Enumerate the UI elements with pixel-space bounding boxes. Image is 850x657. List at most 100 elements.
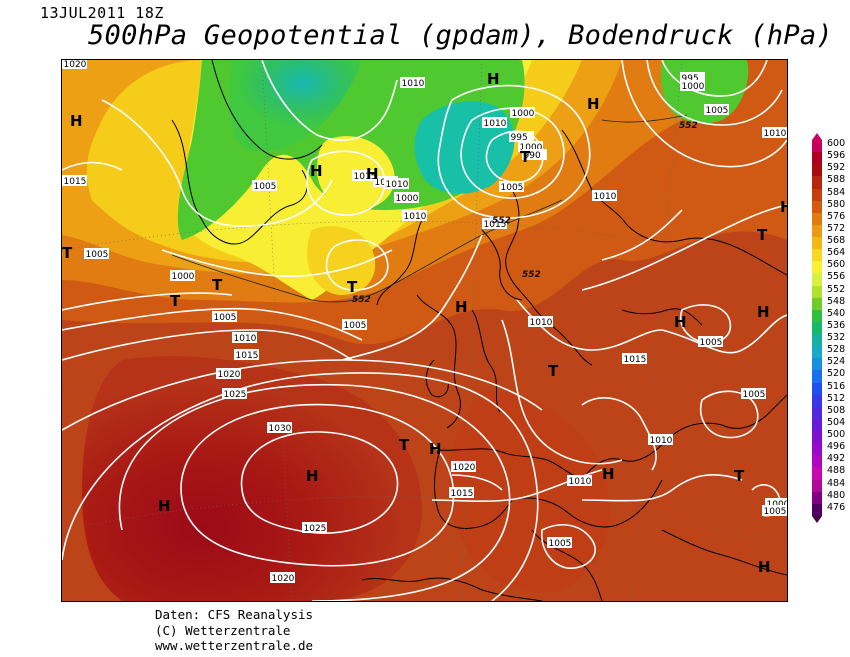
scale-arrow-down-icon (812, 516, 822, 523)
isobar-label: 1010 (762, 127, 787, 139)
isobar-label-box (499, 181, 524, 192)
scale-tick-label: 580 (827, 198, 846, 210)
isobar-label: 1010 (528, 316, 553, 328)
isobar-label: 995 (509, 131, 534, 143)
isobar-label-box (222, 388, 247, 399)
isobar-label: 1010 (232, 332, 257, 344)
scale-swatch (812, 176, 822, 189)
scale-tick-label: 556 (827, 271, 846, 283)
credit-website[interactable]: www.wetterzentrale.de (155, 638, 314, 653)
isobar-label-box (212, 311, 237, 322)
isobar-label: 1010 (384, 178, 409, 190)
isobar-label-text: 1005 (700, 338, 723, 348)
height-contour-label: 552 (492, 216, 511, 226)
isobar-label-text: 1000 (172, 272, 195, 282)
isobar-label-box (62, 175, 87, 186)
isobar-label-box (704, 104, 729, 115)
isobar-label-text: 1005 (743, 390, 766, 400)
high-pressure-marker: H (674, 313, 687, 331)
scale-tick-label: 524 (827, 356, 846, 368)
scale-tick-label: 572 (827, 222, 846, 234)
isobar-label: 1025 (222, 388, 247, 400)
isobar-label-text: 1025 (304, 524, 327, 534)
scale-tick-label: 480 (827, 489, 846, 501)
isobar-label-box (510, 107, 535, 118)
isobar-label: 1015 (622, 353, 647, 365)
isobar-label-text: 1005 (214, 313, 237, 323)
scale-tick-label: 476 (827, 501, 846, 513)
scale-tick-label: 576 (827, 210, 846, 222)
high-pressure-marker: H (602, 465, 615, 483)
isobar-label-box (741, 388, 766, 399)
isobar-label-text: 1010 (234, 334, 257, 344)
height-contour-label: 552 (679, 121, 698, 131)
credit-copyright: (C) Wetterzentrale (155, 622, 291, 638)
isobar-label-text: 1000 (512, 109, 535, 119)
isobar-label-box (216, 368, 241, 379)
isobar-label-box (765, 498, 787, 509)
height-contour-label: 552 (522, 270, 541, 280)
isobar-label-box (400, 77, 425, 88)
isobar-label-text: 1005 (344, 321, 367, 331)
scale-tick-label: 532 (827, 332, 846, 343)
isobar-label: 1015 (352, 170, 377, 182)
scale-swatch (812, 394, 822, 407)
scale-tick-label: 536 (827, 319, 846, 331)
isobar-label-text: 995 (682, 74, 699, 84)
isobar-label-box (270, 572, 295, 583)
low-pressure-marker: T (520, 148, 531, 166)
isobar-label-box (234, 349, 259, 360)
scale-swatch (812, 455, 822, 468)
scale-tick-label: 600 (827, 138, 846, 149)
isobar-label-box (352, 170, 377, 181)
scale-swatch (812, 491, 822, 504)
scale-swatch (812, 212, 822, 225)
scale-swatch (812, 321, 822, 334)
isobar-label-text: 1010 (404, 212, 427, 222)
high-pressure-marker: H (780, 198, 787, 216)
scale-swatch (812, 406, 822, 419)
scale-swatch (812, 261, 822, 274)
scale-swatch (812, 467, 822, 480)
scale-tick-label: 496 (827, 441, 846, 453)
scale-tick-label: 528 (827, 344, 846, 356)
isobar-label-text: 1015 (354, 172, 377, 182)
scale-swatch (812, 188, 822, 201)
scale-tick-label: 504 (827, 416, 846, 428)
isobar-label: 1015 (62, 175, 87, 187)
isobar-label-text: 990 (524, 151, 541, 161)
isobar-label: 1020 (451, 461, 476, 473)
scale-labels: 600 596 592 588 584 580 576 572 568 564 560 556 552 5… (827, 138, 845, 514)
scale-tick-label: 500 (827, 429, 846, 440)
scale-tick-label: 592 (827, 162, 846, 174)
isobar-label-box (451, 461, 476, 472)
scale-swatch (812, 140, 822, 153)
low-pressure-marker: T (757, 226, 768, 244)
high-pressure-marker: H (429, 440, 442, 458)
isobar-label-box (84, 248, 109, 259)
scale-tick-label: 516 (827, 380, 846, 392)
low-pressure-marker: T (548, 362, 559, 380)
isobar-label: 1005 (762, 505, 787, 517)
isobar-label-box (384, 178, 409, 189)
isobar-label-box (402, 210, 427, 221)
isobar-label-text: 1010 (530, 318, 553, 328)
graticule (62, 60, 787, 601)
scale-tick-label: 596 (827, 150, 846, 162)
isobar-label: 1010 (648, 434, 673, 446)
isobar-label-box (680, 72, 705, 83)
isobar-label: 990 (522, 149, 547, 161)
scale-swatch (812, 200, 822, 213)
isobar-label: 1010 (402, 210, 427, 222)
isobar-label: 1010 (482, 117, 507, 129)
low-pressure-marker: T (347, 278, 358, 296)
scale-swatch (812, 370, 822, 383)
isobar-label-text: 1010 (569, 477, 592, 487)
isobar-label-box (547, 537, 572, 548)
isobar-label-text: 1020 (272, 574, 295, 584)
isobar-label-text: 1005 (501, 183, 524, 193)
credit-data-source: Daten: CFS Reanalysis (155, 607, 314, 622)
isobar-label: 1005 (499, 181, 524, 193)
scale-swatch (812, 334, 822, 347)
height-contour-label: 552 (352, 295, 371, 305)
